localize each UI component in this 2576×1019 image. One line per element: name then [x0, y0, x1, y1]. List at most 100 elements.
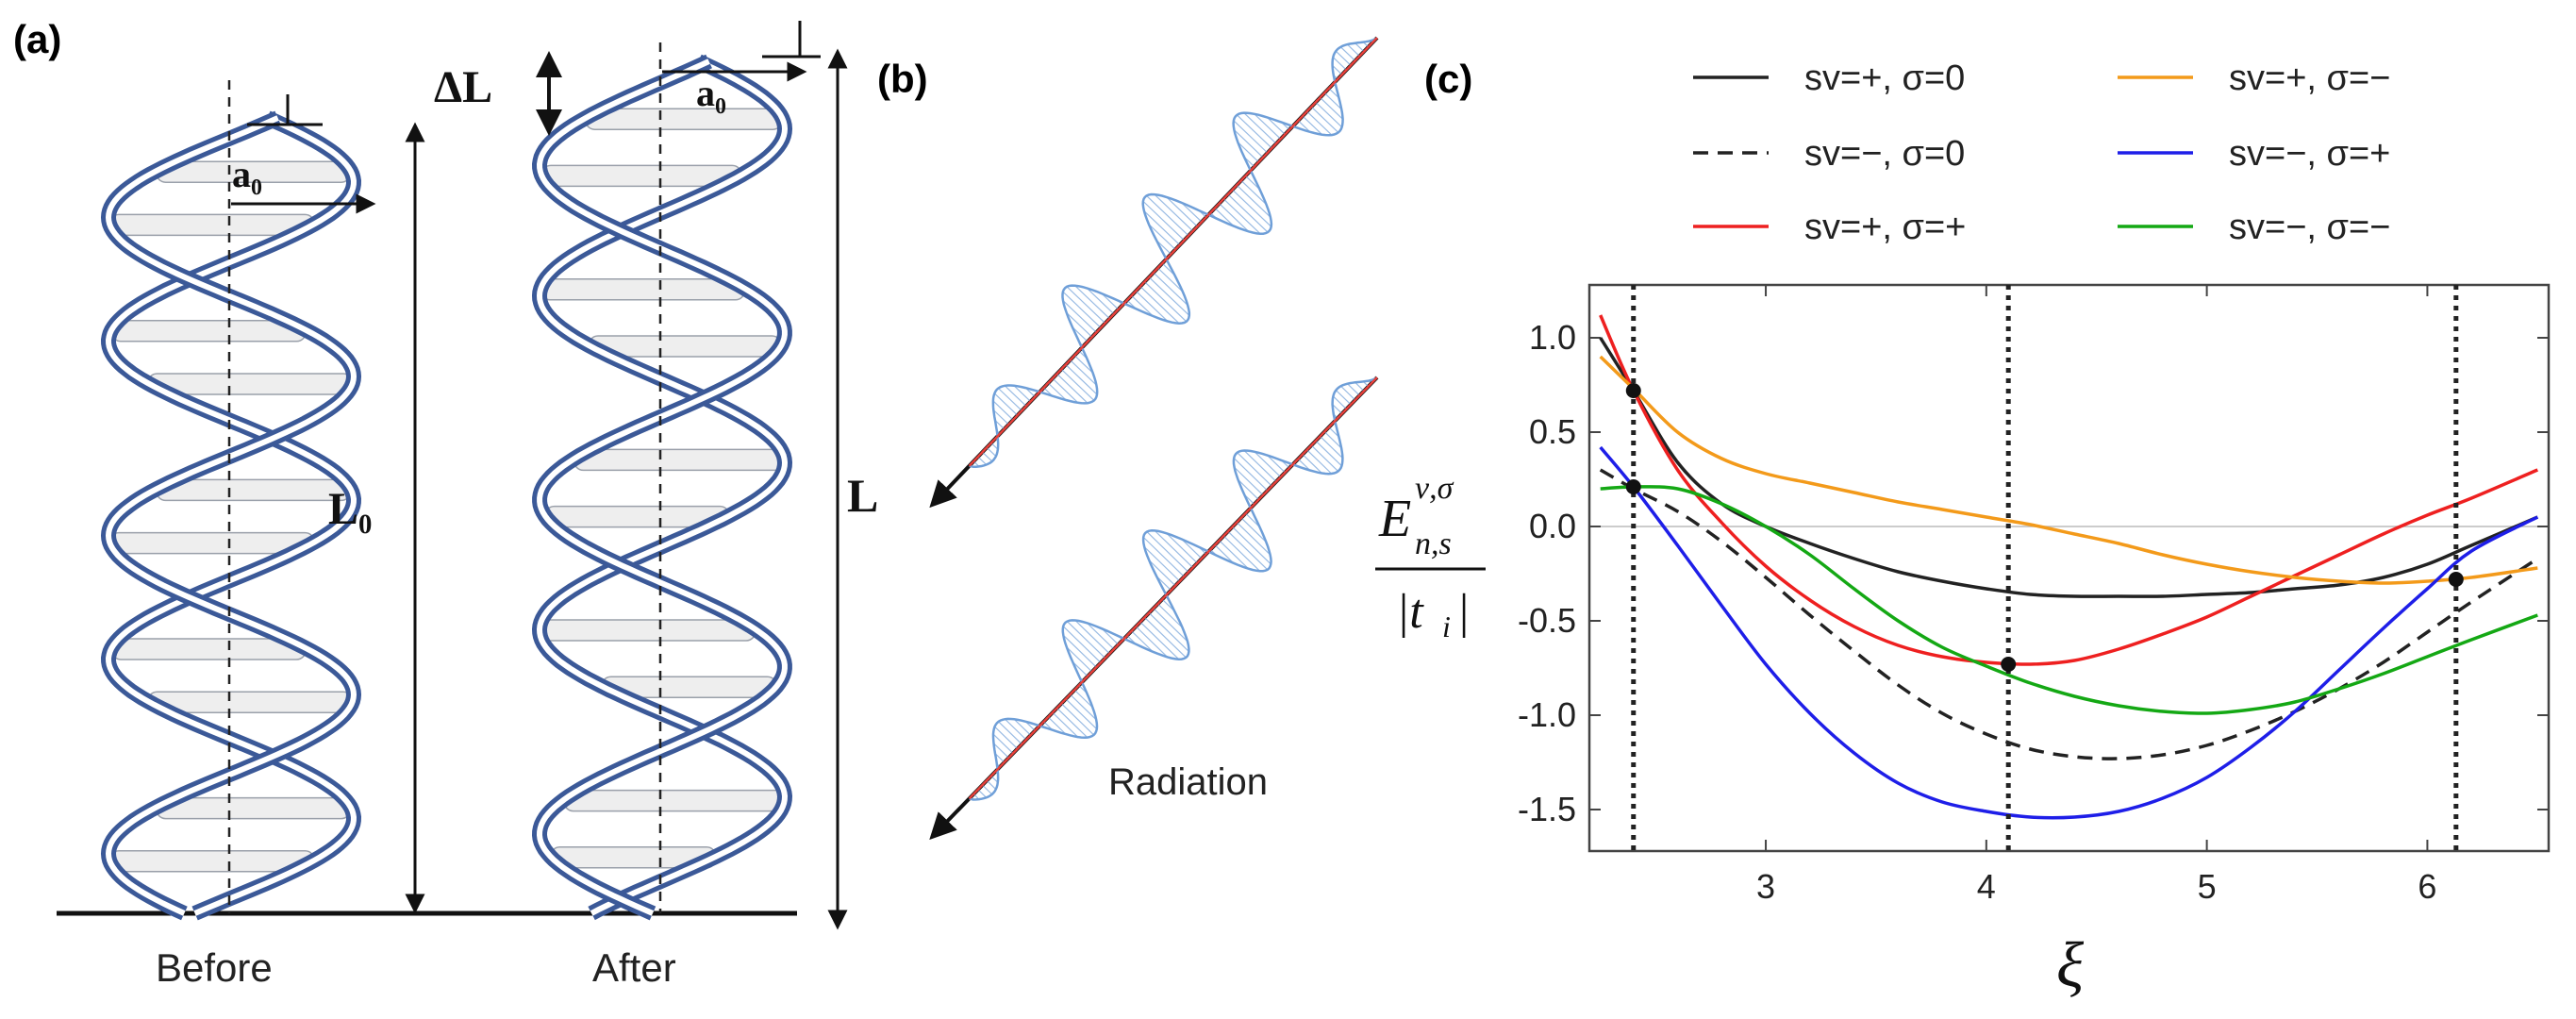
wave-blue-hatch — [1074, 620, 1110, 655]
wave-blue-hatch — [1354, 381, 1365, 392]
wave-blue-hatch — [1052, 711, 1079, 738]
wave-blue-hatch — [1332, 404, 1343, 414]
wave-blue-hatch — [1143, 546, 1181, 582]
series-line-3 — [1599, 355, 2538, 585]
wave-blue-curve — [969, 376, 1378, 801]
wave-blue-hatch — [1073, 689, 1093, 709]
wave-blue-hatch — [1066, 646, 1093, 673]
wave-blue-hatch — [992, 733, 1014, 754]
wave-blue-hatch — [1142, 536, 1185, 577]
wave-blue-hatch — [1306, 449, 1333, 475]
wave-blue-hatch — [1153, 608, 1188, 643]
wave-blue-hatch — [1267, 455, 1286, 474]
wave-blue-hatch — [1148, 560, 1176, 587]
wave-blue-hatch — [1148, 276, 1190, 316]
wave-blue-hatch — [1233, 120, 1269, 154]
ylabel-denominator-subscript: i — [1442, 610, 1451, 643]
wave-blue-hatch — [1142, 200, 1185, 242]
wave-blue-hatch — [1332, 395, 1347, 410]
wave-blue-hatch — [1236, 522, 1271, 556]
ylabel-E: E — [1378, 490, 1411, 548]
a0-label-after: a₀ — [696, 72, 726, 114]
wave-blue-hatch — [1340, 385, 1356, 401]
legend-label-5: sv=−, σ=− — [2229, 208, 2390, 247]
x-tick-label: 6 — [2418, 867, 2436, 906]
wave-blue-hatch — [1157, 267, 1184, 292]
wave-blue-hatch — [1310, 106, 1339, 133]
L-label: L — [847, 469, 878, 522]
wave-blue-hatch — [1315, 440, 1342, 467]
wave-blue-hatch — [1065, 364, 1098, 395]
wave-blue-hatch — [1065, 698, 1098, 730]
chart-ticks: 3 4 5 6 1.0 0.5 0.0 -0.5 -1.0 -1.5 — [1518, 285, 2549, 906]
panel-a-label: (a) — [13, 17, 61, 61]
wave-blue-hatch — [1302, 454, 1322, 474]
wave-blue-hatch — [1060, 703, 1095, 736]
ylabel-denominator-close: | — [1456, 585, 1470, 639]
wave-blue-hatch — [1148, 224, 1176, 250]
y-tick-label: 1.0 — [1529, 318, 1576, 357]
wave-blue-hatch — [1072, 660, 1089, 677]
wave-blue-hatch — [1339, 46, 1356, 61]
wave-blue-hatch — [992, 409, 1009, 426]
wave-blue-hatch — [1087, 622, 1115, 650]
wave-blue-hatch — [1056, 373, 1089, 404]
helix-after — [531, 54, 793, 921]
wave-blue-hatch — [1320, 435, 1343, 459]
wave-blue-hatch — [1135, 290, 1169, 322]
x-axis-label: ξ — [2056, 928, 2085, 1000]
wave-blue-hatch — [1214, 544, 1235, 564]
wave-blue-hatch — [1232, 189, 1272, 227]
helix-strand-outline — [531, 54, 792, 921]
wave-blue-hatch — [1219, 540, 1249, 570]
wave-blue-hatch — [1346, 43, 1360, 57]
wave-blue-hatch — [977, 456, 988, 465]
wave-blue-hatch — [1243, 450, 1277, 482]
y-tick-label: -0.5 — [1518, 601, 1576, 640]
wave-blue-hatch — [1240, 179, 1267, 206]
y-axis-label: E ν,σ n,s |t i | — [1375, 471, 1486, 643]
wave-blue-hatch — [1181, 539, 1203, 560]
wave-blue-hatch — [1214, 208, 1235, 227]
wave-blue-hatch — [1157, 603, 1183, 628]
wave-blue-hatch — [1323, 431, 1342, 449]
helix-strand-core — [536, 58, 789, 916]
wave-blue-hatch — [1302, 115, 1323, 136]
wave-blue-hatch — [1227, 193, 1269, 233]
wave-blue-hatch — [1254, 113, 1282, 140]
y-tick-label: -1.0 — [1518, 695, 1576, 734]
wave-blue-hatch — [1135, 626, 1169, 658]
wave-blue-hatch — [993, 393, 1019, 416]
wave-blue-hatch — [1004, 385, 1027, 407]
wave-blue-hatch — [1146, 194, 1189, 237]
delta-L-label: ΔL — [434, 62, 492, 112]
wave-blue-hatch — [1323, 92, 1342, 110]
wave-blue-hatch — [1143, 210, 1181, 246]
panel-b: (b) Radiation — [877, 36, 1379, 841]
wave-blue-hatch — [1306, 110, 1333, 136]
legend-label-1: sv=−, σ=0 — [1804, 134, 1965, 174]
wave-blue-hatch — [986, 779, 997, 790]
wave-blue-hatch — [1060, 368, 1095, 401]
caption-after: After — [592, 945, 676, 990]
wave-blue-hatch — [1166, 196, 1198, 227]
wave-blue-hatch — [986, 446, 997, 458]
wave-blue-hatch — [1181, 202, 1203, 223]
marked-point — [1625, 479, 1641, 494]
wave-blue-hatch — [1062, 626, 1102, 663]
wave-blue-hatch — [1062, 291, 1102, 328]
wave-blue-hatch — [1232, 526, 1271, 565]
panel-c: (c) sv=+, σ=0 sv=−, σ=0 sv=+, σ=+ sv=+, σ=−… — [1375, 57, 2551, 1000]
ylabel-denominator: |t — [1396, 585, 1424, 639]
wave-red-curve — [968, 376, 1378, 800]
y-tick-label: 0.5 — [1529, 412, 1576, 451]
wave-blue-hatch — [1347, 383, 1360, 396]
wave-blue-hatch — [982, 451, 993, 462]
radiation-label: Radiation — [1108, 761, 1268, 803]
wave-blue-hatch — [1332, 64, 1343, 75]
wave-blue-hatch — [992, 400, 1014, 421]
x-tick-label: 5 — [2198, 867, 2217, 906]
wave-blue-hatch — [1233, 458, 1269, 492]
series-line-5 — [1600, 485, 2538, 715]
wave-blue-hatch — [1315, 101, 1343, 128]
